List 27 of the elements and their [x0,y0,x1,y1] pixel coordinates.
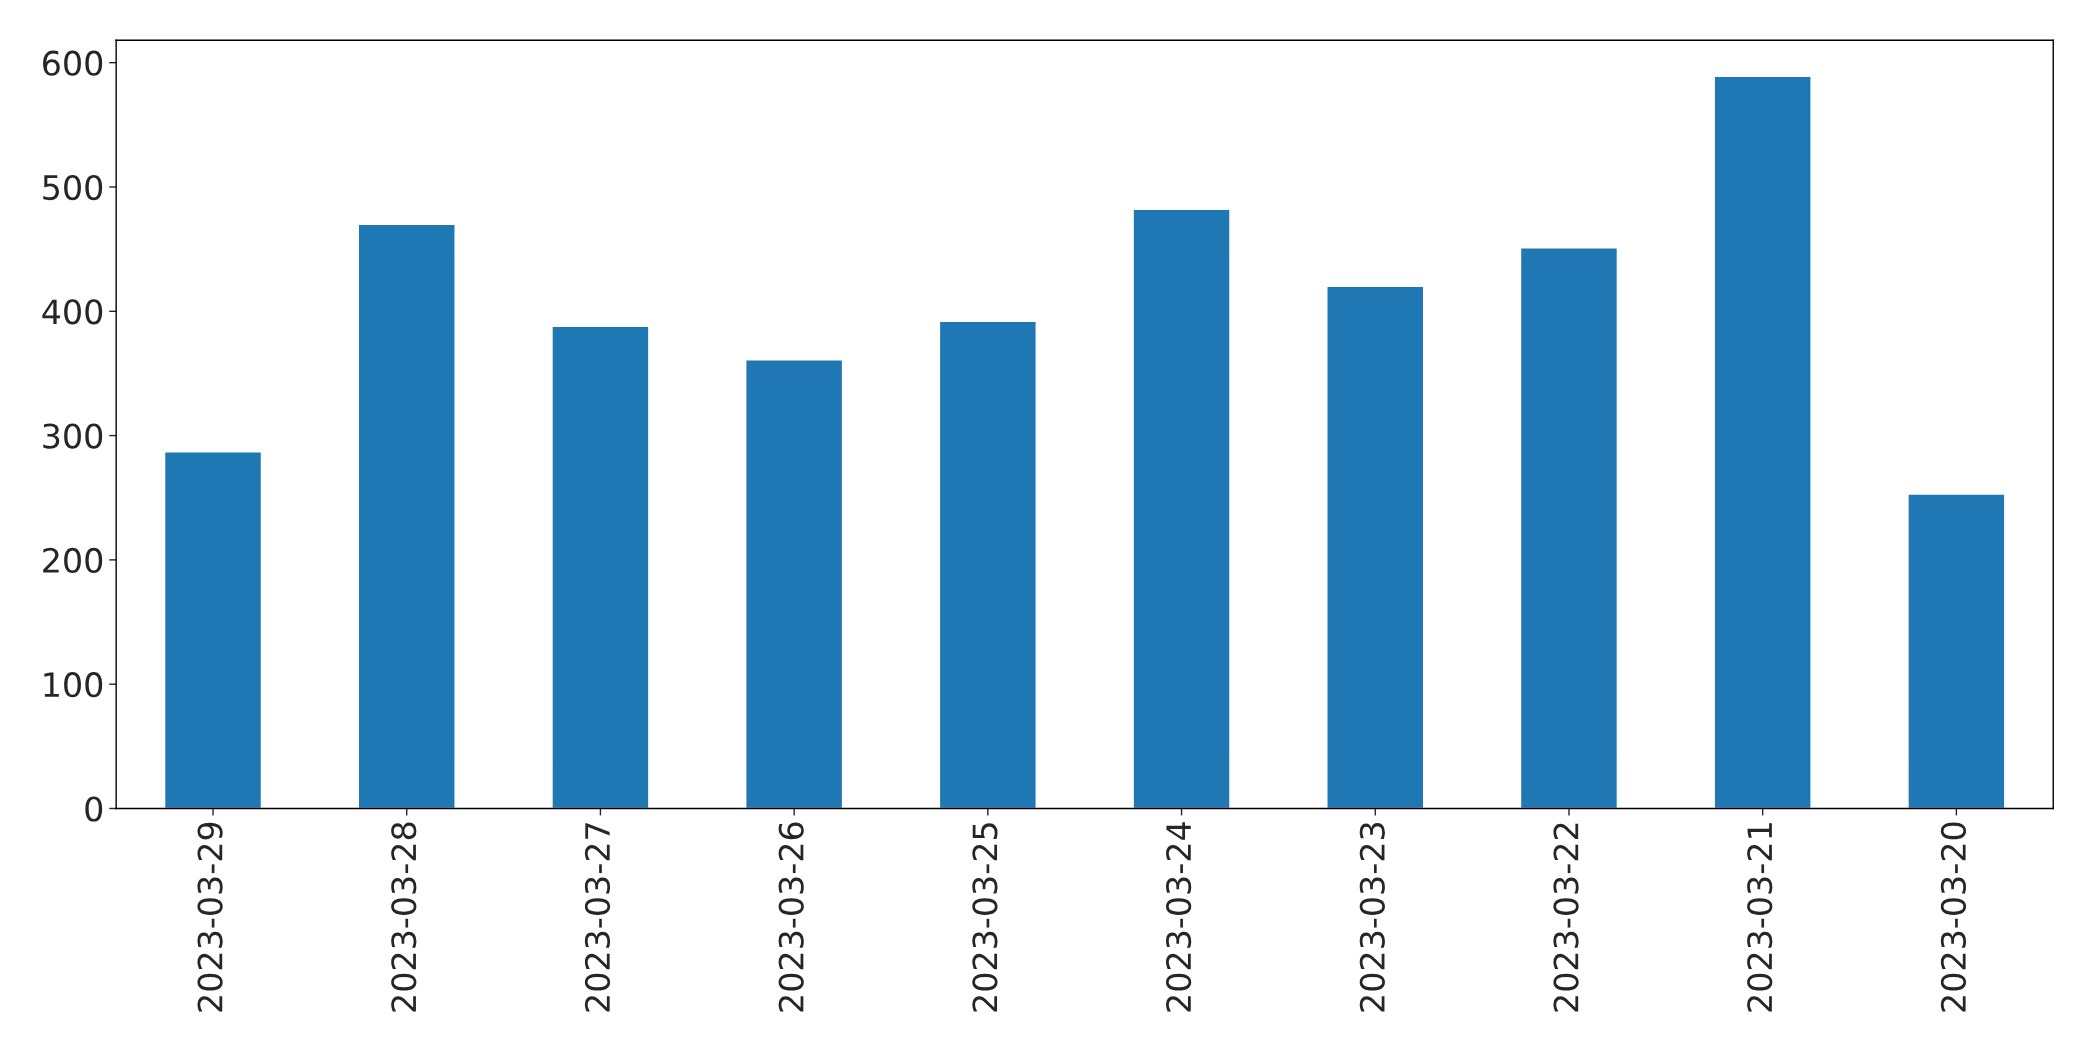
y-tick-label: 600 [43,50,103,76]
x-tick-label: 2023-03-25 [972,823,998,1012]
bar [1713,75,1812,809]
bar [1907,493,2006,809]
y-tick-label: 200 [43,547,103,574]
x-tick-label: 2023-03-29 [197,822,223,1012]
y-tick-label: 400 [42,299,103,325]
bar [163,451,263,809]
x-tick-label: 2023-03-20 [1940,822,1967,1012]
bar [551,325,650,809]
bar [1519,247,1619,809]
x-tick-label: 2023-03-21 [1747,823,1773,1012]
x-tick-label: 2023-03-23 [1359,822,1385,1012]
y-tick-label: 0 [85,796,103,822]
bar [1132,208,1231,809]
bar [357,223,456,809]
x-tick-label: 2023-03-26 [778,822,804,1012]
bar [745,359,844,809]
bar [938,320,1037,809]
y-tick-label: 300 [43,423,103,449]
x-tick-label: 2023-03-22 [1553,823,1579,1012]
bar [1326,285,1425,809]
x-tick-label: 2023-03-28 [391,822,417,1012]
x-tick-label: 2023-03-27 [584,823,611,1012]
x-tick-label: 2023-03-24 [1166,822,1192,1012]
y-tick-label: 500 [43,174,103,201]
y-tick-label: 100 [44,672,103,698]
